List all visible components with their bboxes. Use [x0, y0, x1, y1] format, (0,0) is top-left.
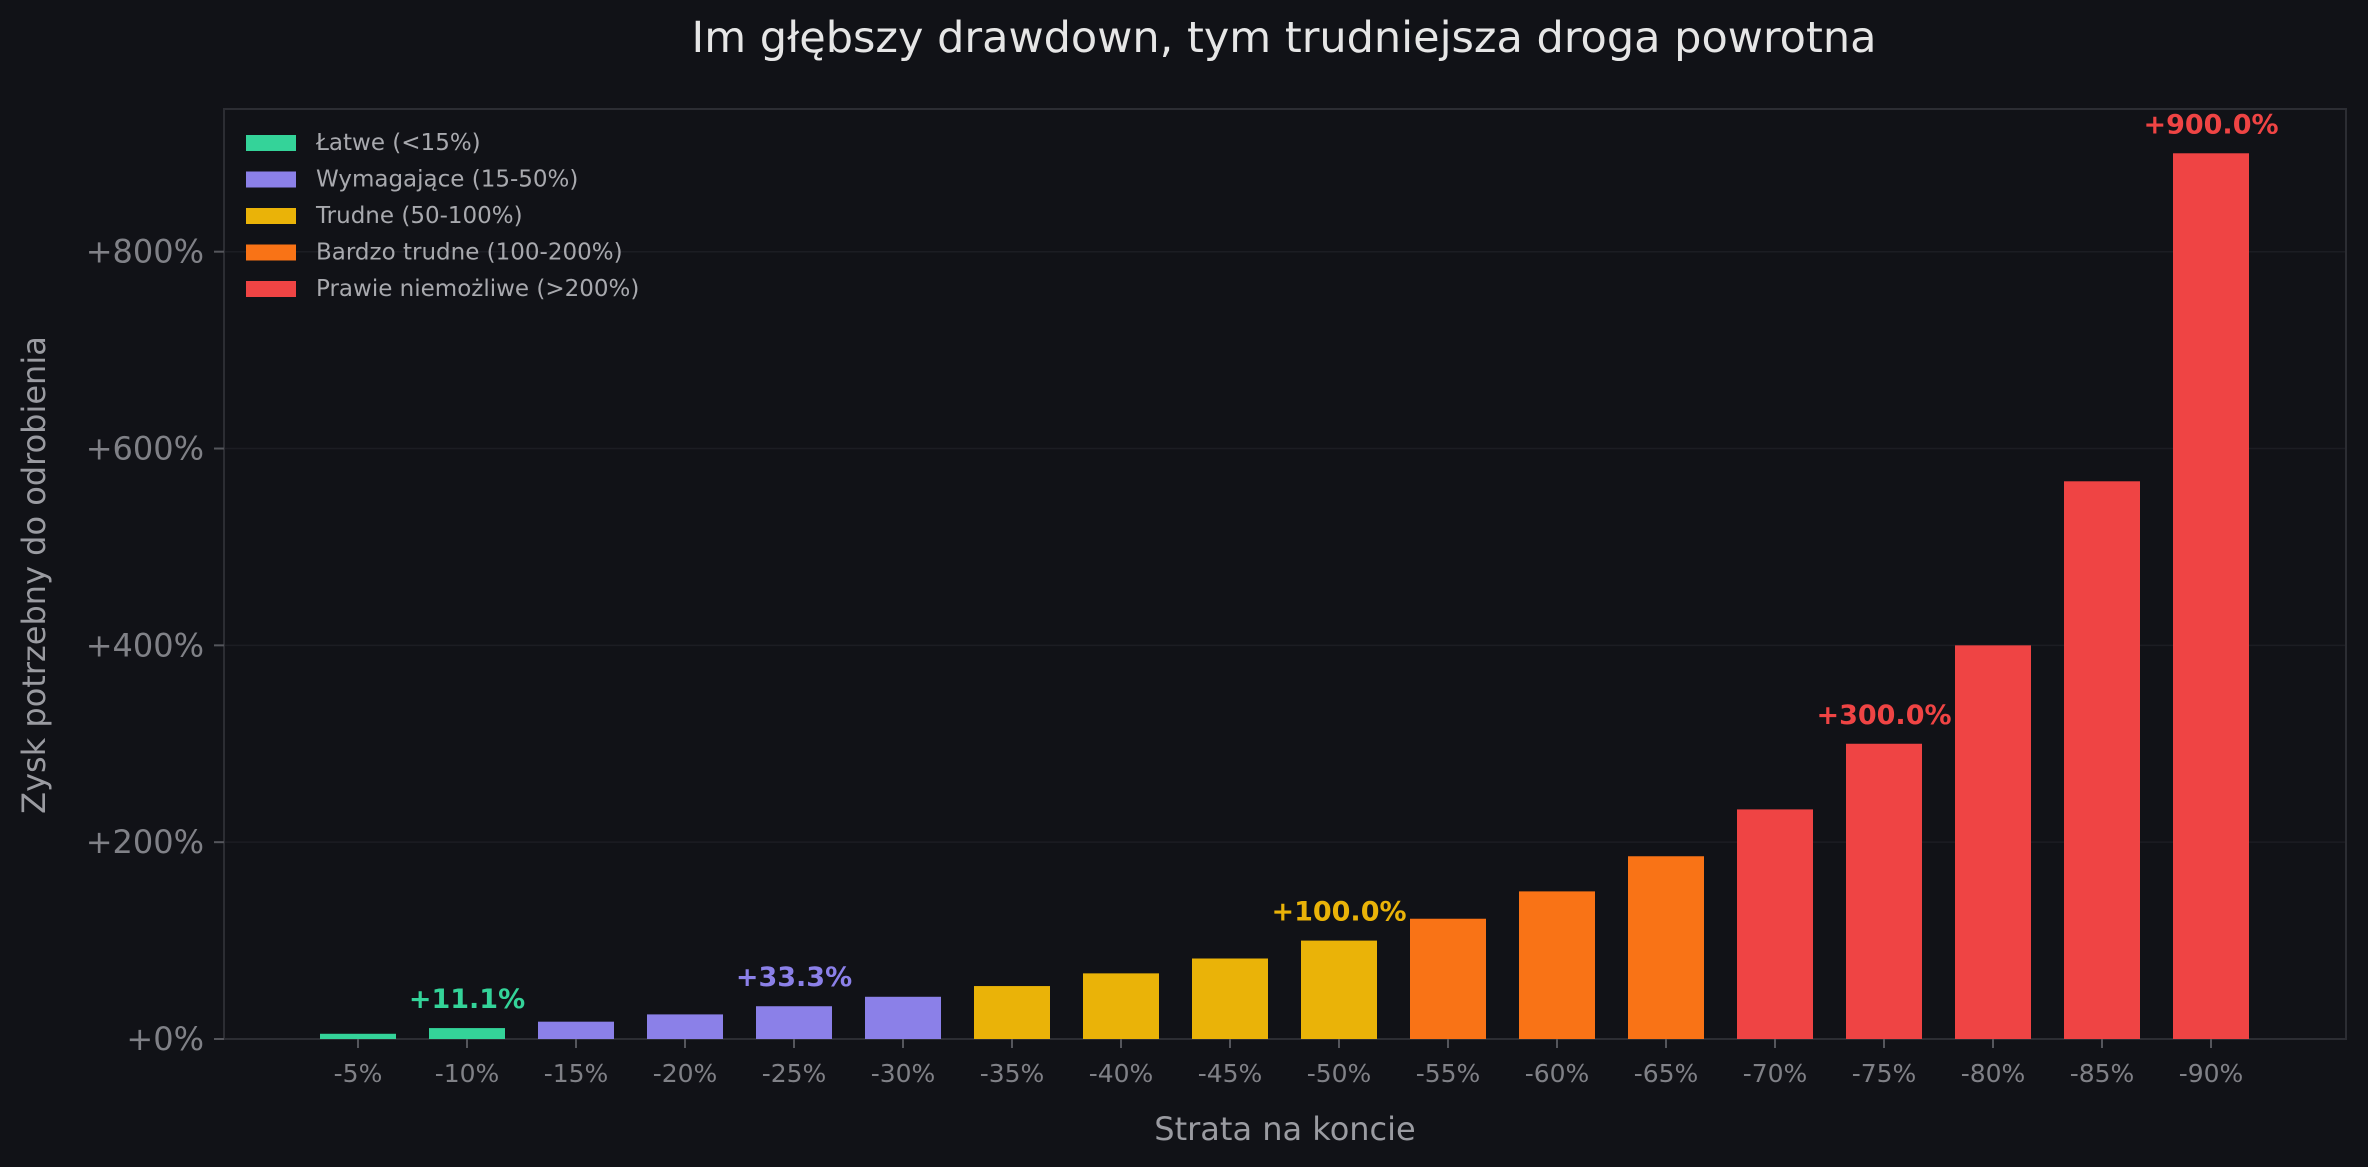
bar	[1410, 918, 1486, 1039]
x-tick-label: -65%	[1634, 1059, 1699, 1088]
x-tick-label: -60%	[1525, 1059, 1590, 1088]
y-tick-label: +200%	[86, 823, 204, 861]
legend-label: Łatwe (<15%)	[315, 130, 481, 156]
x-tick-label: -70%	[1743, 1059, 1808, 1088]
x-tick-label: -15%	[544, 1059, 609, 1088]
legend-label: Trudne (50-100%)	[315, 203, 523, 229]
data-label: +100.0%	[1271, 897, 1406, 928]
bar	[538, 1021, 614, 1039]
bar	[1846, 743, 1922, 1039]
legend-label: Bardzo trudne (100-200%)	[316, 240, 623, 266]
bar	[865, 996, 941, 1039]
bar	[320, 1033, 396, 1039]
data-label: +11.1%	[409, 984, 525, 1015]
x-tick-label: -90%	[2179, 1059, 2244, 1088]
x-tick-label: -50%	[1307, 1059, 1372, 1088]
legend-label: Prawie niemożliwe (>200%)	[316, 276, 639, 302]
bar	[647, 1014, 723, 1039]
legend-swatch	[246, 208, 296, 224]
legend-swatch	[246, 171, 296, 188]
x-tick-label: -85%	[2070, 1059, 2135, 1088]
x-tick-label: -30%	[871, 1059, 936, 1088]
chart-title: Im głębszy drawdown, tym trudniejsza dro…	[692, 13, 1877, 63]
y-tick-label: +0%	[126, 1020, 204, 1058]
bar	[756, 1006, 832, 1039]
y-axis-label: Zysk potrzebny do odrobienia	[15, 336, 53, 814]
plot-frame	[223, 108, 2347, 1040]
legend: Łatwe (<15%) Wymagające (15-50%) Trudne (5…	[246, 130, 639, 302]
y-tick-label: +600%	[86, 430, 204, 468]
bar	[429, 1028, 505, 1039]
x-tick-label: -40%	[1089, 1059, 1154, 1088]
legend-swatch	[246, 135, 296, 151]
x-tick-label: -10%	[435, 1059, 500, 1088]
x-tick-label: -35%	[980, 1059, 1045, 1088]
x-tick-label: -25%	[762, 1059, 827, 1088]
bar	[1301, 940, 1377, 1039]
bar	[1955, 645, 2031, 1039]
legend-label: Wymagające (15-50%)	[316, 167, 578, 193]
bar	[1737, 809, 1813, 1039]
bar	[2173, 153, 2249, 1040]
data-label: +900.0%	[2143, 109, 2278, 140]
x-axis-label: Strata na koncie	[1154, 1110, 1415, 1148]
legend-swatch	[246, 244, 296, 261]
bar	[974, 986, 1050, 1039]
x-tick-label: -5%	[334, 1059, 383, 1088]
data-label: +33.3%	[736, 962, 852, 993]
x-tick-label: -75%	[1852, 1059, 1917, 1088]
bar	[2064, 481, 2140, 1039]
x-tick-label: -55%	[1416, 1059, 1481, 1088]
y-tick-label: +800%	[86, 233, 204, 271]
legend-swatch	[246, 281, 296, 297]
x-tick-label: -45%	[1198, 1059, 1263, 1088]
bar	[1519, 891, 1595, 1039]
x-tick-label: -80%	[1961, 1059, 2026, 1088]
data-label: +300.0%	[1816, 700, 1951, 731]
bar	[1083, 973, 1159, 1039]
bar	[1192, 958, 1268, 1039]
x-tick-label: -20%	[653, 1059, 718, 1088]
bar	[1628, 856, 1704, 1039]
y-tick-label: +400%	[86, 626, 204, 664]
